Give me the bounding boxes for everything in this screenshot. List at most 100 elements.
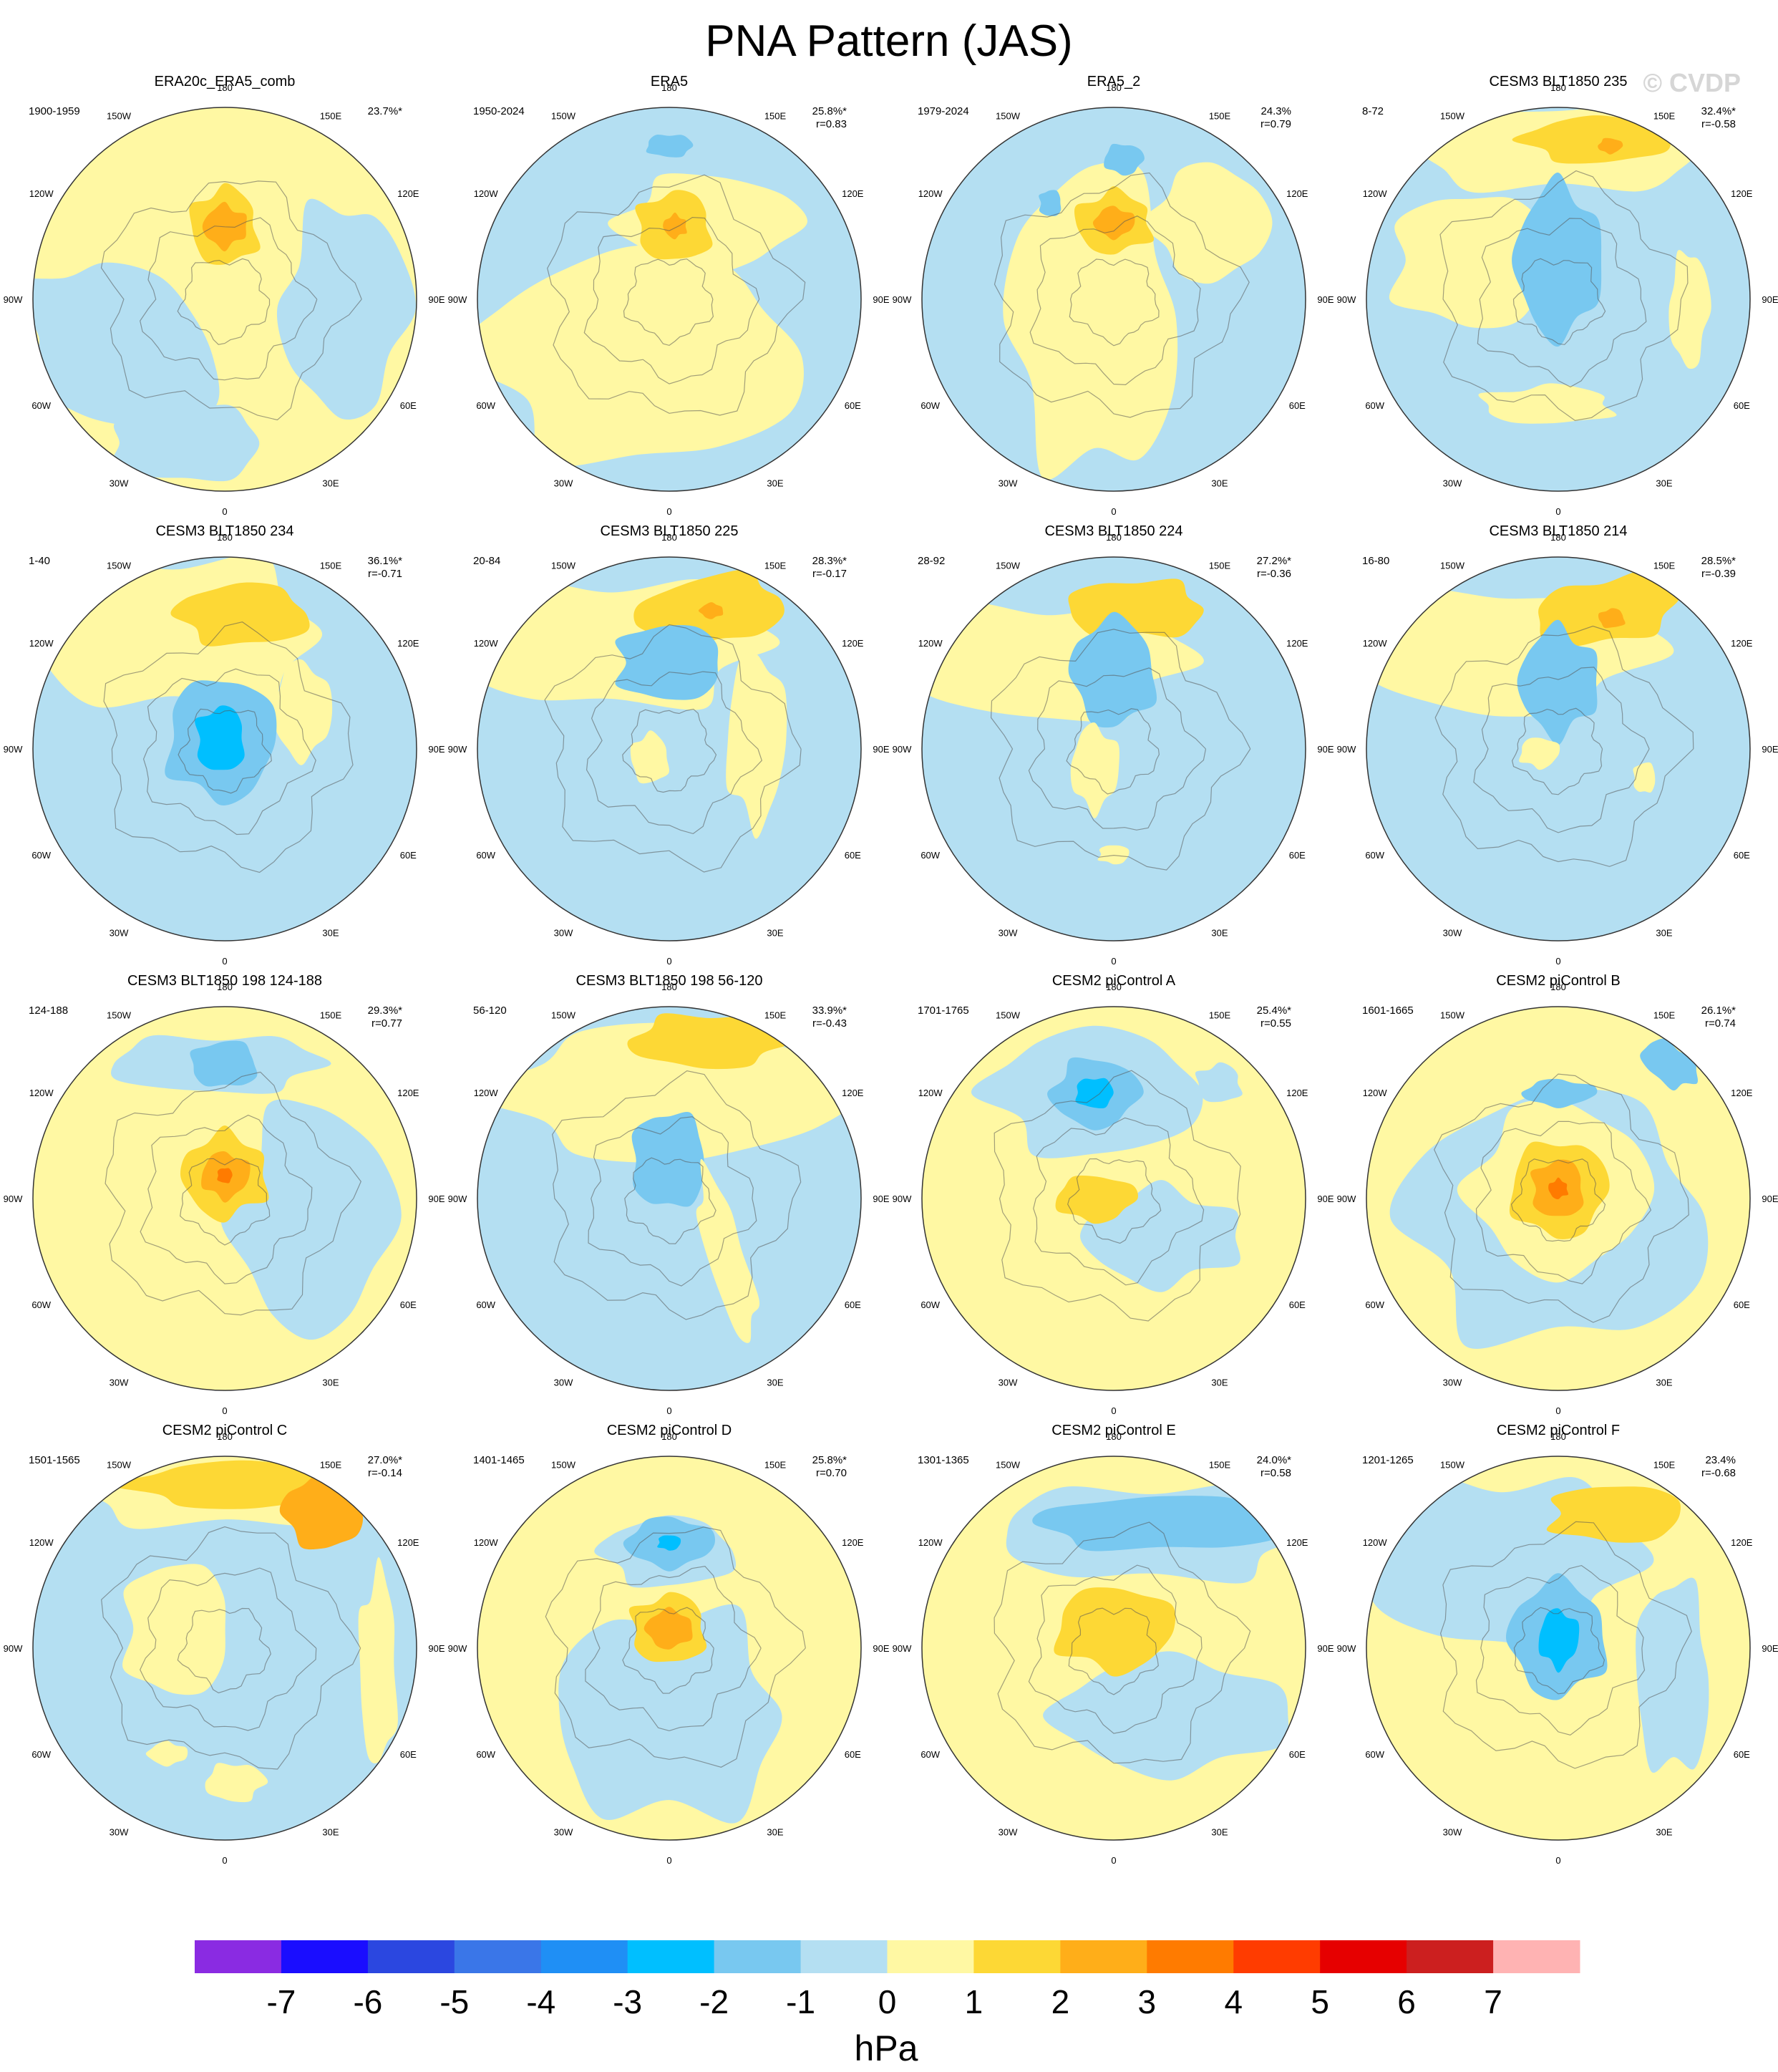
longitude-label: 180: [1106, 982, 1122, 992]
longitude-label: 30E: [322, 1826, 339, 1837]
longitude-label: 120E: [397, 1537, 419, 1548]
longitude-label: 120E: [1731, 188, 1753, 199]
longitude-label: 120W: [29, 1088, 54, 1098]
longitude-label: 60E: [845, 1749, 861, 1760]
anomaly-contour: [122, 1564, 226, 1695]
longitude-label: 180: [217, 532, 233, 543]
anomaly-contour: [657, 1535, 681, 1551]
panel: CESM2 piControl A 1701-1765 25.4%*r=0.55 18…: [893, 973, 1334, 1416]
longitude-label: 120E: [842, 188, 864, 199]
longitude-label: 120E: [1286, 638, 1308, 649]
anomaly-contour: [112, 405, 260, 482]
longitude-label: 90E: [1762, 744, 1778, 755]
colorbar-tick-label: -5: [439, 1983, 469, 2020]
colorbar-swatch: [1407, 1940, 1494, 1973]
anomaly-contour: [1512, 115, 1671, 164]
panel-variance-pct: 23.4%: [1705, 1454, 1736, 1466]
coastline: [1475, 1564, 1646, 1735]
panel-title: CESM3 BLT1850 214: [1489, 523, 1627, 539]
longitude-label: 90W: [448, 294, 467, 305]
longitude-label: 120W: [918, 188, 943, 199]
colorbar-swatch: [281, 1940, 369, 1973]
longitude-label: 90E: [1317, 1194, 1334, 1204]
longitude-label: 90W: [4, 744, 23, 755]
longitude-label: 120W: [918, 1537, 943, 1548]
panel-title: CESM3 BLT1850 224: [1044, 523, 1182, 539]
anomaly-contour: [1640, 1038, 1699, 1091]
colorbar-tick-label: 3: [1138, 1983, 1157, 2020]
anomaly-contour: [477, 245, 804, 467]
panel-map: [33, 1456, 417, 1840]
longitude-label: 180: [661, 82, 677, 93]
panel-variance-pct: 28.3%*: [812, 555, 847, 567]
colorbar-tick-label: -3: [613, 1983, 642, 2020]
longitude-label: 120W: [29, 188, 54, 199]
longitude-label: 60E: [1289, 400, 1306, 411]
longitude-label: 60E: [400, 1749, 417, 1760]
colorbar: -7 -6 -5 -4 -3 -2 -1 0 1 2 3 4 5 6 7: [195, 1940, 1580, 2020]
longitude-label: 120E: [1286, 1088, 1308, 1098]
longitude-label: 150W: [996, 1460, 1021, 1471]
panel-map: [33, 107, 417, 491]
coastline: [1477, 218, 1647, 388]
coastline: [177, 1607, 271, 1694]
longitude-label: 150W: [996, 561, 1021, 571]
anomaly-contour: [1195, 1062, 1243, 1103]
colorbar-swatch: [1493, 1940, 1580, 1973]
panel-map: [33, 557, 417, 941]
coastline: [1473, 667, 1650, 833]
anomaly-contour: [276, 198, 416, 420]
anomaly-contour: [1075, 1078, 1114, 1109]
panel: CESM3 BLT1850 235 8-72 32.4%*r=-0.58 180 150…: [1337, 74, 1778, 517]
panel-pattern-corr: r=0.79: [1260, 118, 1291, 130]
longitude-label: 120E: [1731, 1088, 1753, 1098]
coastline: [1029, 216, 1201, 386]
panel-title: CESM2 piControl E: [1051, 1423, 1175, 1438]
anomaly-contour: [1092, 205, 1135, 241]
anomaly-contour: [1389, 197, 1549, 329]
longitude-label: 60W: [1365, 850, 1384, 861]
longitude-label: 60E: [1289, 850, 1306, 861]
anomaly-contour: [195, 705, 245, 770]
longitude-label: 150W: [1440, 1460, 1465, 1471]
longitude-label: 150W: [996, 1010, 1021, 1021]
anomaly-contour: [477, 1022, 860, 1163]
panel-years: 16-80: [1362, 555, 1389, 567]
coastline: [1028, 667, 1207, 831]
panel-title: CESM2 piControl F: [1497, 1423, 1620, 1438]
anomaly-contour: [1055, 1175, 1138, 1224]
longitude-label: 30W: [110, 1826, 129, 1837]
coastline: [583, 216, 760, 384]
coastline: [1033, 1117, 1205, 1286]
colorbar-tick-label: 0: [878, 1983, 897, 2020]
anomaly-contour: [1538, 570, 1679, 647]
longitude-label: 60W: [920, 400, 940, 411]
panel-title: CESM3 BLT1850 234: [155, 523, 293, 539]
panel-grid: ERA20c_ERA5_comb 1900-1959 23.7%* 180 150E 12…: [4, 74, 1778, 1866]
longitude-label: 180: [661, 1431, 677, 1442]
panel-title: CESM2 piControl B: [1496, 973, 1620, 989]
longitude-label: 120E: [842, 1537, 864, 1548]
longitude-label: 90W: [4, 294, 23, 305]
panel-years: 56-120: [473, 1004, 507, 1017]
longitude-label: 60E: [400, 1299, 417, 1310]
colorbar-swatch: [1320, 1940, 1407, 1973]
anomaly-contour: [631, 1112, 704, 1207]
panel-variance-pct: 27.0%*: [368, 1454, 403, 1466]
longitude-label: 120W: [474, 1088, 499, 1098]
panel: CESM2 piControl E 1301-1365 24.0%*r=0.58 18…: [893, 1423, 1334, 1866]
longitude-label: 90E: [873, 744, 889, 755]
anomaly-contour: [217, 1168, 233, 1183]
panel-variance-pct: 36.1%*: [368, 555, 403, 567]
coastline: [1434, 625, 1694, 867]
longitude-label: 90W: [1337, 1194, 1356, 1204]
anomaly-contour: [663, 212, 687, 240]
coastline: [100, 180, 362, 421]
longitude-label: 30E: [767, 1826, 783, 1837]
longitude-label: 150W: [551, 1010, 576, 1021]
coastline: [140, 217, 318, 381]
colorbar-unit-label: hPa: [855, 2028, 918, 2068]
panel-pattern-corr: r=-0.36: [1257, 568, 1291, 580]
colorbar-tick-label: 7: [1484, 1983, 1502, 2020]
map-border: [921, 556, 1306, 941]
